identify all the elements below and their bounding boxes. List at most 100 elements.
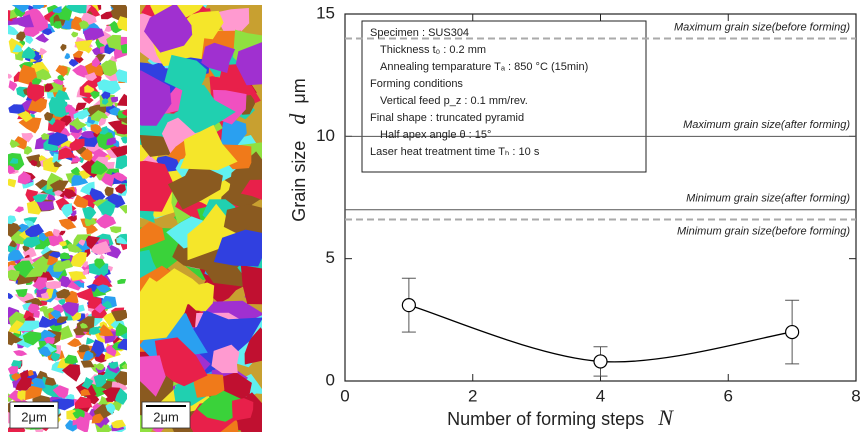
grain [67, 338, 82, 347]
grain [98, 324, 114, 337]
grain [64, 53, 71, 60]
grain [71, 31, 79, 38]
y-tick-label: 10 [316, 126, 335, 145]
grain [213, 229, 262, 267]
grain [104, 186, 114, 197]
scale-bar: 2μm [141, 401, 191, 429]
grain [106, 34, 122, 51]
grain [8, 320, 25, 335]
grain [36, 68, 52, 81]
annotation-text: Final shape : truncated pyramid [370, 112, 524, 124]
grain [75, 102, 87, 112]
grain [84, 84, 95, 93]
grain [73, 109, 91, 120]
grain [181, 282, 215, 312]
grain [29, 159, 38, 167]
grain [76, 287, 94, 302]
grain [88, 326, 101, 335]
grain [39, 305, 48, 312]
grain [68, 271, 87, 281]
grain [52, 385, 69, 399]
ebsd-map-fine [8, 5, 127, 432]
grain [91, 56, 101, 68]
grain [8, 24, 20, 36]
grain [154, 337, 208, 387]
grain [80, 360, 95, 368]
grain [78, 344, 91, 353]
grain [84, 218, 97, 227]
grain [68, 59, 79, 67]
grain [211, 344, 240, 374]
grain [91, 413, 104, 424]
grain [57, 316, 68, 323]
grain [55, 65, 68, 78]
grain [52, 260, 73, 270]
grain [115, 184, 126, 194]
grain [54, 190, 63, 197]
grain [65, 5, 87, 14]
grain [55, 89, 70, 100]
grain [110, 172, 127, 182]
grain [8, 221, 21, 238]
grain [61, 301, 79, 317]
grain [88, 296, 102, 309]
grain [9, 157, 18, 164]
grain [44, 231, 54, 237]
grain [17, 320, 40, 332]
grain [115, 69, 127, 83]
grain [70, 130, 83, 141]
grain [107, 244, 122, 259]
grain [232, 398, 254, 421]
grain [80, 148, 93, 162]
grain [50, 352, 61, 362]
grain [67, 243, 83, 253]
grain [89, 90, 100, 99]
grain [88, 262, 109, 277]
x-symbol: N [657, 405, 674, 430]
x-tick-label: 8 [851, 386, 860, 405]
grain [58, 147, 77, 160]
x-tick-label: 0 [340, 386, 349, 405]
grain [104, 25, 112, 32]
grain [116, 236, 127, 245]
grain [73, 194, 89, 209]
grain [14, 206, 24, 213]
grain [101, 173, 115, 187]
grain [240, 179, 262, 200]
grain [8, 215, 17, 225]
grain [19, 369, 29, 379]
grain [23, 220, 36, 227]
grain [120, 242, 127, 251]
grain [111, 145, 127, 158]
reference-label: Maximum grain size(after forming) [683, 119, 850, 131]
grain [60, 252, 71, 260]
grain [8, 333, 23, 344]
grain [102, 98, 109, 105]
grain [114, 371, 127, 388]
grain [111, 419, 126, 429]
y-tick-label: 15 [316, 3, 335, 22]
grain [84, 72, 97, 81]
grain [48, 96, 69, 117]
grain [38, 346, 52, 357]
grain [48, 132, 69, 146]
annotation-text: Thickness t₀ : 0.2 mm [380, 44, 486, 56]
grain [99, 424, 110, 432]
grain [177, 84, 236, 134]
x-label-text: Number of forming steps [447, 409, 644, 429]
grain [140, 221, 165, 249]
grain [8, 178, 17, 188]
grain [95, 213, 117, 229]
grain [15, 288, 28, 298]
grain [68, 138, 85, 152]
grain [18, 64, 38, 85]
y-tick-label: 0 [326, 370, 335, 389]
grain [8, 104, 26, 114]
grain [103, 134, 112, 139]
grain [179, 124, 238, 171]
grain [36, 315, 55, 328]
annotation-box [361, 20, 647, 173]
grain [53, 21, 63, 29]
grain [15, 377, 32, 391]
grain [117, 338, 127, 351]
